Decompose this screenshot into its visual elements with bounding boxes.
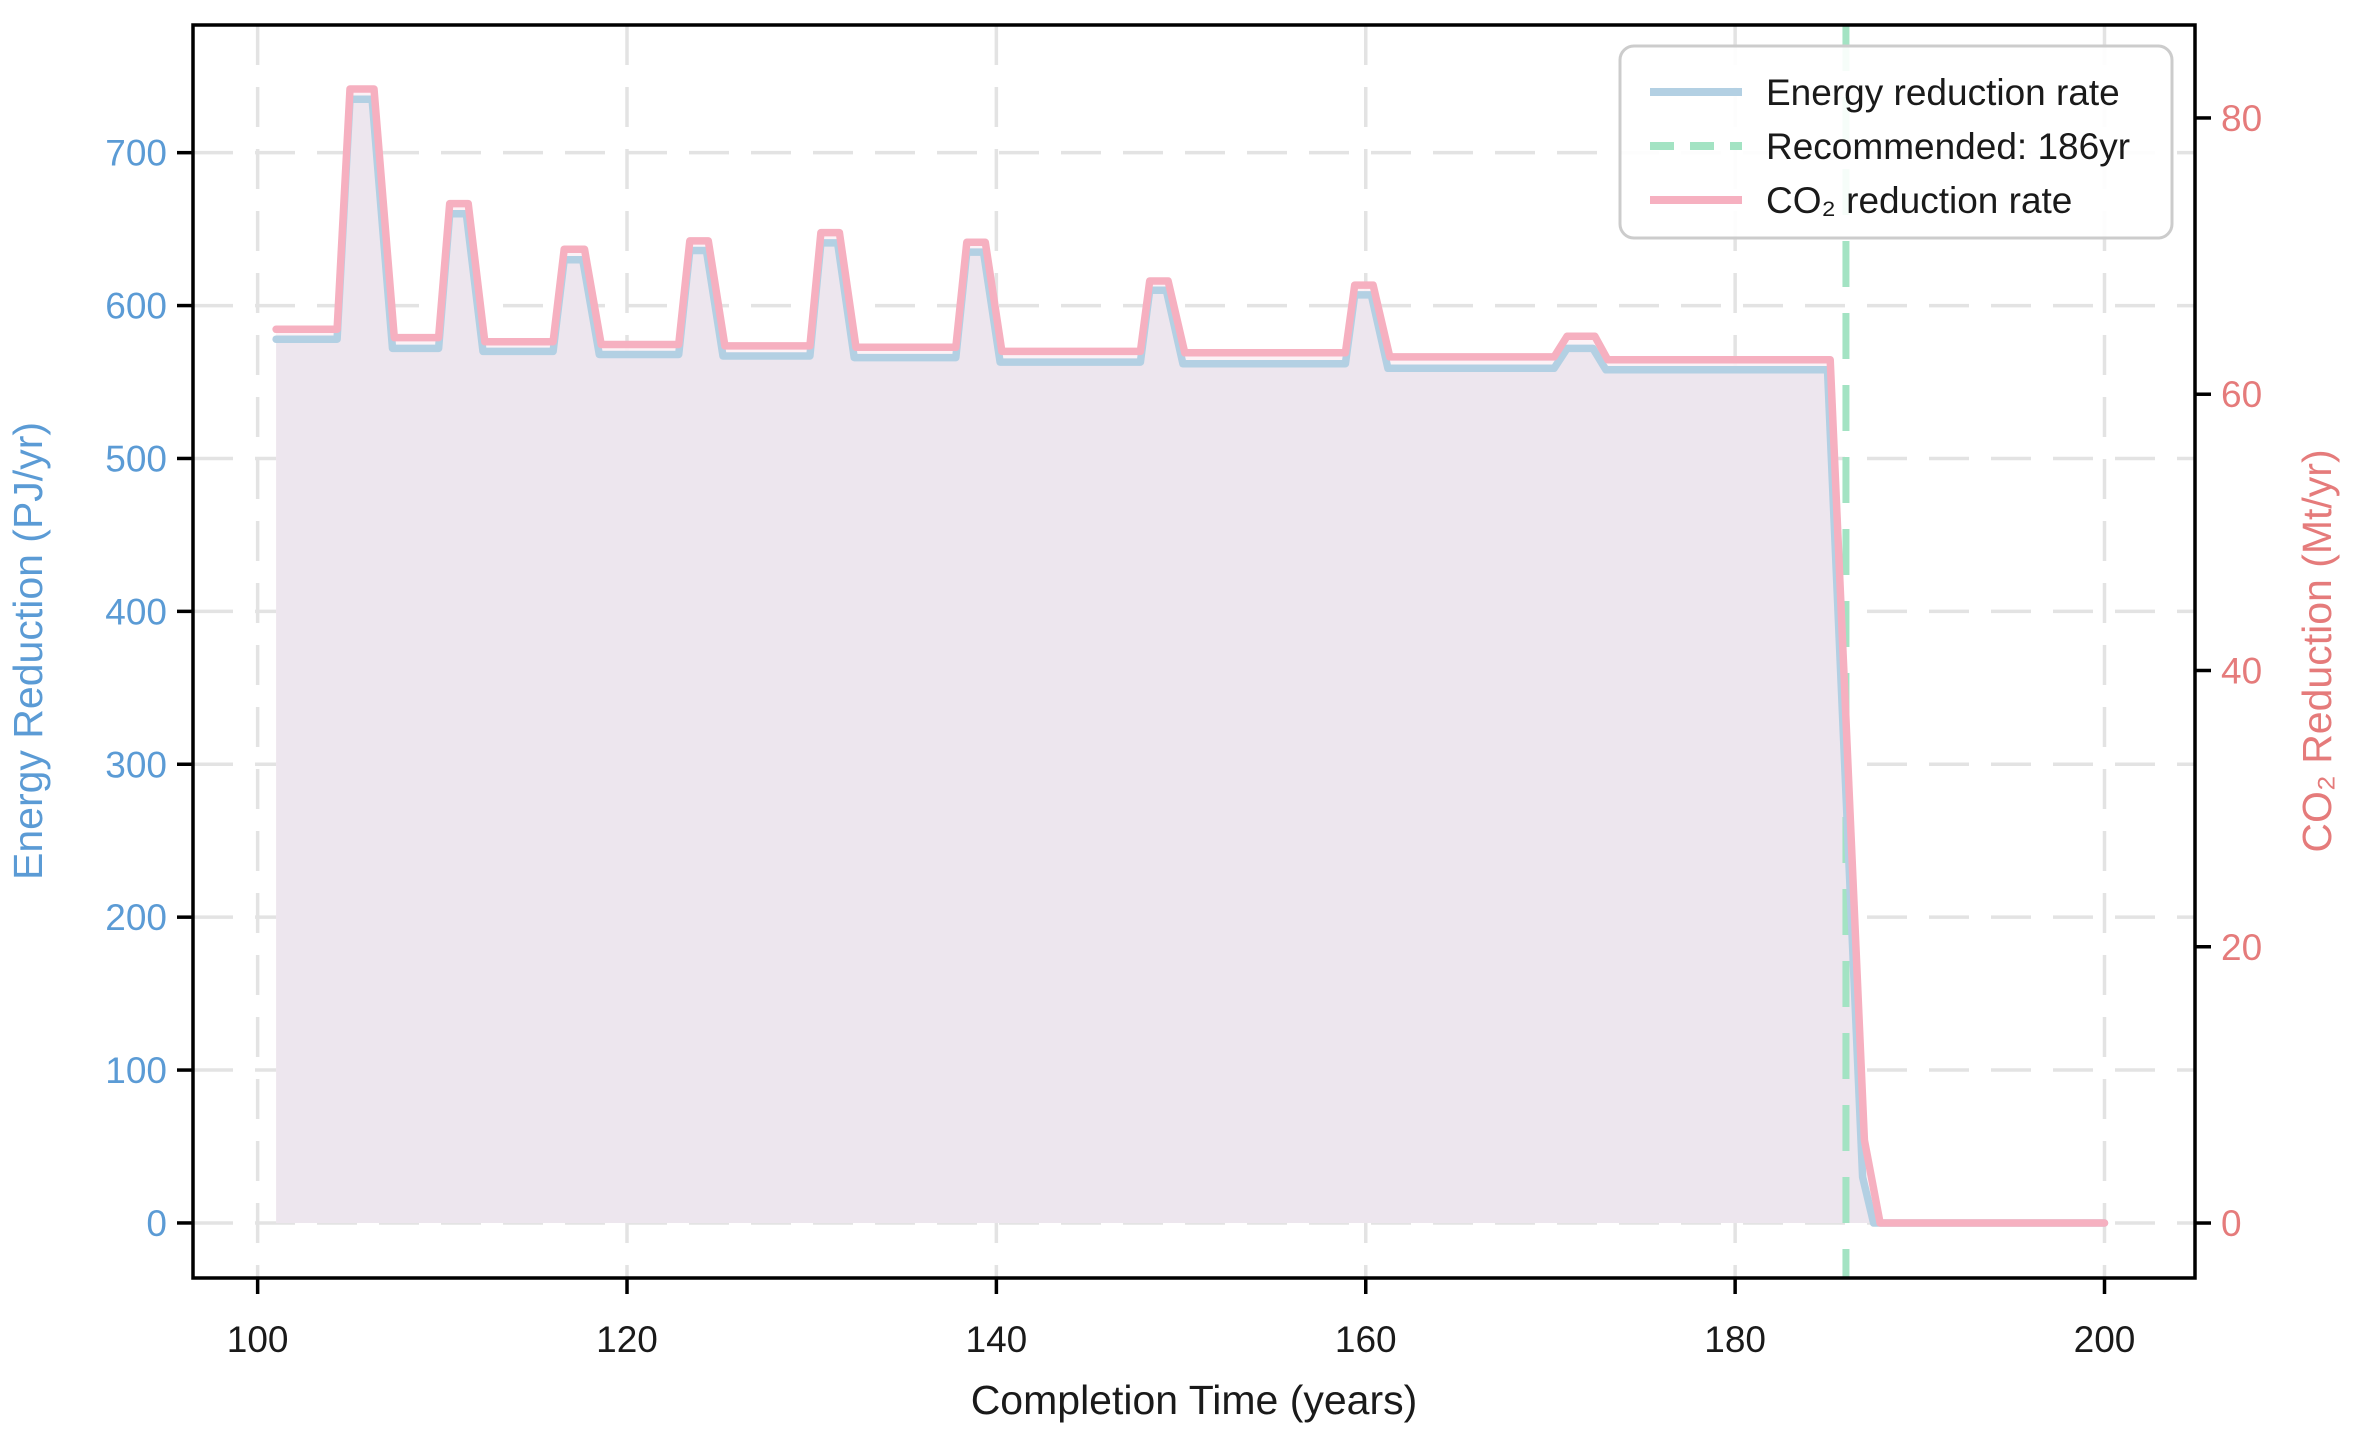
x-tick-label: 140 [966,1319,1028,1360]
y-right-tick-label: 20 [2221,927,2262,968]
energy-area [276,99,2105,1224]
energy-line [272,95,2109,1227]
y-left-tick-label: 0 [146,1203,167,1244]
x-tick-label: 200 [2074,1319,2136,1360]
y-left-tick-label: 100 [105,1050,167,1091]
legend: Energy reduction rate Recommended: 186yr C… [1618,44,2174,240]
plot-root: 100 120 140 160 180 2000100200300400500600700… [105,23,2262,1360]
y-left-tick-label: 500 [105,438,167,479]
legend-label-0: Energy reduction rate [1766,72,2120,113]
y-right-tick-label: 80 [2221,98,2262,139]
x-tick-label: 160 [1335,1319,1397,1360]
x-axis-label: Completion Time (years) [971,1377,1418,1423]
legend-label-1: Recommended: 186yr [1766,126,2130,167]
y-right-tick-label: 40 [2221,650,2262,691]
x-tick-label: 120 [596,1319,658,1360]
y-left-tick-label: 400 [105,591,167,632]
y-left-tick-label: 600 [105,286,167,327]
x-tick-label: 100 [227,1319,289,1360]
legend-box [1618,44,2174,240]
y-axis-label-right: CO₂ Reduction (Mt/yr) [2294,449,2340,852]
y-left-tick-label: 200 [105,897,167,938]
ticks [177,116,2211,1294]
y-axis-label-left: Energy Reduction (PJ/yr) [5,422,51,880]
plot-border [191,23,2197,1280]
y-left-tick-label: 300 [105,744,167,785]
co2-line [272,85,2109,1227]
y-right-tick-label: 60 [2221,374,2262,415]
x-tick-label: 180 [1704,1319,1766,1360]
y-right-tick-label: 0 [2221,1203,2242,1244]
y-left-tick-label: 700 [105,133,167,174]
legend-label-2: CO₂ reduction rate [1766,180,2072,221]
